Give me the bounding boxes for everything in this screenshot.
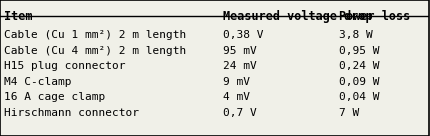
Text: Item: Item (4, 10, 33, 23)
Text: 7 W: 7 W (339, 108, 359, 118)
Text: 3,8 W: 3,8 W (339, 30, 372, 40)
Text: H15 plug connector: H15 plug connector (4, 61, 126, 71)
Text: Cable (Cu 4 mm²) 2 m length: Cable (Cu 4 mm²) 2 m length (4, 46, 187, 56)
Text: 0,38 V: 0,38 V (223, 30, 264, 40)
Text: 0,09 W: 0,09 W (339, 77, 379, 87)
Text: 95 mV: 95 mV (223, 46, 257, 56)
Text: 24 mV: 24 mV (223, 61, 257, 71)
Text: 0,04 W: 0,04 W (339, 92, 379, 103)
Text: M4 C-clamp: M4 C-clamp (4, 77, 72, 87)
Text: 0,24 W: 0,24 W (339, 61, 379, 71)
Text: 4 mV: 4 mV (223, 92, 250, 103)
Text: 9 mV: 9 mV (223, 77, 250, 87)
Text: Hirschmann connector: Hirschmann connector (4, 108, 139, 118)
Text: 0,7 V: 0,7 V (223, 108, 257, 118)
Text: 16 A cage clamp: 16 A cage clamp (4, 92, 105, 103)
Text: Measured voltage drop: Measured voltage drop (223, 10, 372, 23)
Text: Power loss: Power loss (339, 10, 410, 23)
Text: 0,95 W: 0,95 W (339, 46, 379, 56)
Text: Cable (Cu 1 mm²) 2 m length: Cable (Cu 1 mm²) 2 m length (4, 30, 187, 40)
